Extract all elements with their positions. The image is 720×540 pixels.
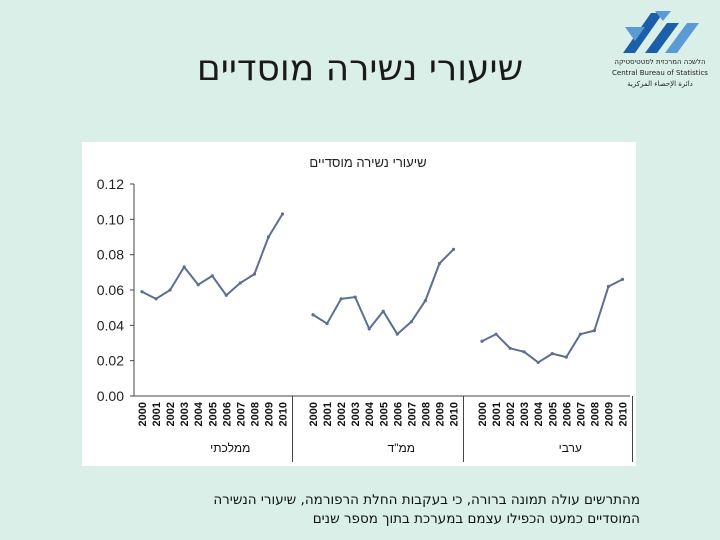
group-label: ממלכתי [210, 441, 250, 455]
y-tick-label: 0.06 [97, 282, 124, 298]
x-tick-label: 2001 [151, 402, 163, 426]
x-tick-label: 2007 [235, 402, 247, 426]
data-point [550, 352, 554, 356]
data-point [353, 295, 357, 299]
x-tick-label: 2009 [434, 402, 446, 426]
x-tick-label: 2005 [378, 402, 390, 426]
group-label: ערבי [559, 441, 582, 455]
data-point [620, 277, 625, 281]
x-tick-label: 2005 [547, 402, 559, 426]
y-tick-label: 0.10 [97, 211, 124, 227]
data-point [494, 332, 498, 336]
data-point [508, 346, 512, 350]
slide-title: שיעורי נשירה מוסדיים [196, 48, 524, 89]
x-tick-label: 2000 [477, 402, 489, 426]
data-point [224, 293, 228, 297]
data-point [140, 290, 144, 294]
x-tick-label: 2010 [278, 402, 290, 426]
y-tick-label: 0.00 [97, 388, 124, 404]
data-point [154, 297, 158, 301]
data-point [280, 212, 285, 216]
x-tick-label: 2000 [137, 402, 149, 426]
y-tick-label: 0.12 [97, 176, 124, 192]
data-point [367, 327, 371, 331]
logo-hebrew-text: הלשכה המרכזית לסטטיסטיקה [614, 58, 706, 66]
data-point [252, 272, 256, 276]
caption-line-1: מהתרשים עולה תמונה ברורה, כי בעקבות החלת… [213, 492, 640, 508]
x-tick-label: 2009 [263, 402, 275, 426]
data-point [564, 355, 568, 359]
x-tick-label: 2008 [420, 402, 432, 426]
x-tick-label: 2000 [308, 402, 320, 426]
data-point [381, 309, 385, 313]
logo-english-text: Central Bureau of Statistics [612, 69, 708, 77]
data-point [423, 299, 427, 303]
x-tick-label: 2010 [449, 402, 461, 426]
data-point [536, 360, 540, 365]
x-tick-label: 2002 [336, 402, 348, 426]
series-line-3 [481, 278, 623, 364]
dropout-rate-chart: שיעורי נשירה מוסדיים 0.00 0.02 0.04 0.06 0.0… [97, 155, 633, 462]
cbs-emblem-icon [623, 11, 699, 53]
y-tick-label: 0.02 [97, 353, 124, 369]
data-point [182, 265, 186, 269]
x-tick-label: 2007 [406, 402, 418, 426]
x-tick-label: 2006 [392, 402, 404, 426]
x-tick-label: 2002 [505, 402, 517, 426]
data-point [480, 339, 484, 343]
logo-arabic-text: دائرة الإحصاء المركزية [627, 80, 693, 88]
y-tick-label: 0.04 [97, 317, 124, 333]
chart-panel: שיעורי נשירה מוסדיים 0.00 0.02 0.04 0.06 0.0… [82, 142, 636, 466]
data-point [196, 283, 200, 287]
caption-line-2: המוסדיים כמעט הכפילו עצמם במערכת בתוך מס… [312, 511, 640, 527]
x-tick-label: 2003 [350, 402, 362, 426]
x-tick-label: 2008 [249, 402, 261, 426]
x-tick-label: 2003 [519, 402, 531, 426]
data-point [451, 247, 456, 251]
x-tick-label: 2009 [603, 402, 615, 426]
data-point [266, 235, 271, 239]
data-point [238, 281, 242, 285]
slide-caption: מהתרשים עולה תמונה ברורה, כי בעקבות החלת… [60, 491, 640, 529]
x-tick-label: 2001 [322, 402, 334, 426]
data-point [395, 332, 399, 336]
series-line-2 [312, 248, 455, 336]
cbs-logo: הלשכה המרכזית לסטטיסטיקה Central Bureau … [605, 5, 715, 100]
data-point [437, 261, 442, 266]
data-point [210, 274, 214, 278]
data-point [409, 320, 413, 324]
group-label: ממ"ד [388, 441, 415, 455]
y-tick-label: 0.08 [97, 247, 124, 263]
x-tick-label: 2008 [589, 402, 601, 426]
x-tick-label: 2004 [193, 401, 205, 426]
data-point [168, 288, 172, 292]
data-point [606, 284, 611, 289]
x-tick-label: 2006 [561, 402, 573, 426]
x-tick-label: 2005 [207, 402, 219, 426]
data-point [325, 321, 329, 326]
x-tick-label: 2002 [165, 402, 177, 426]
x-tick-label: 2004 [364, 401, 376, 426]
x-tick-label: 2004 [533, 401, 545, 426]
data-point [578, 332, 582, 336]
x-tick-label: 2010 [618, 402, 630, 426]
data-point [522, 350, 526, 354]
chart-title: שיעורי נשירה מוסדיים [309, 155, 426, 170]
x-tick-label: 2006 [221, 402, 233, 426]
data-point [592, 329, 596, 333]
data-point [339, 297, 343, 301]
x-tick-label: 2007 [575, 402, 587, 426]
series-line-1 [141, 213, 284, 300]
x-tick-label: 2001 [491, 402, 503, 426]
data-point [311, 313, 315, 317]
x-tick-label: 2003 [179, 402, 191, 426]
